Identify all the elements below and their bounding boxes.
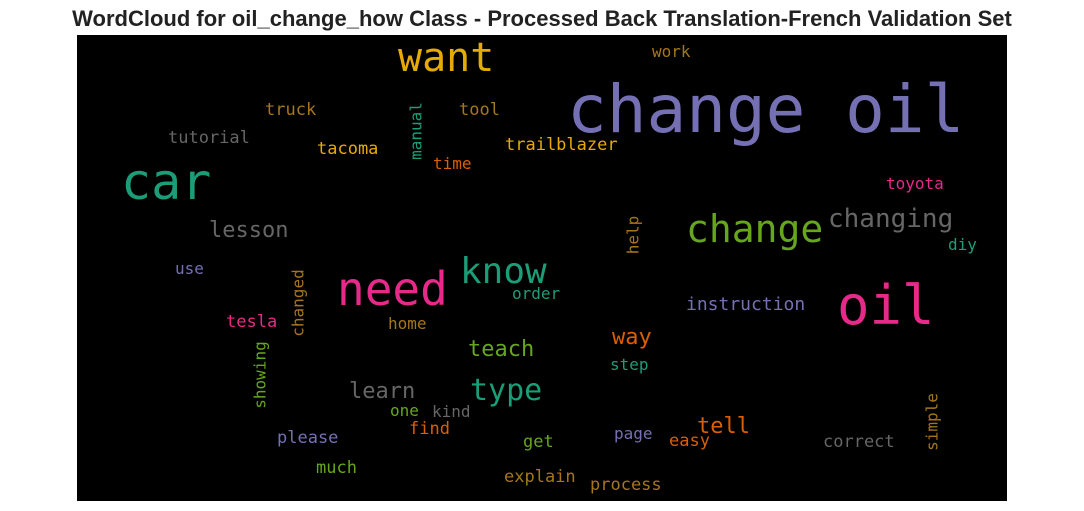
- chart-title: WordCloud for oil_change_how Class - Pro…: [72, 6, 1012, 31]
- word-please: please: [277, 428, 338, 448]
- word-toyota: toyota: [886, 174, 944, 193]
- word-time: time: [433, 154, 472, 173]
- word-easy: easy: [669, 431, 710, 451]
- word-showing: showing: [251, 341, 270, 408]
- word-manual: manual: [407, 102, 426, 160]
- word-tacoma: tacoma: [317, 139, 378, 159]
- word-trailblazer: trailblazer: [505, 135, 618, 155]
- wordcloud-canvas: change oil oil car need want change know type ch…: [77, 35, 1007, 501]
- word-change-oil: change oil: [567, 71, 964, 148]
- word-diy: diy: [948, 235, 977, 254]
- word-changing: changing: [828, 204, 953, 234]
- word-tutorial: tutorial: [168, 128, 250, 148]
- word-order: order: [512, 284, 561, 303]
- word-teach: teach: [468, 337, 534, 362]
- word-instruction: instruction: [686, 294, 805, 315]
- word-changed: changed: [289, 269, 308, 336]
- word-way: way: [612, 325, 652, 350]
- word-kind: kind: [432, 402, 471, 421]
- word-tool: tool: [459, 100, 500, 120]
- word-step: step: [610, 355, 649, 374]
- word-simple: simple: [923, 393, 942, 451]
- word-find: find: [409, 419, 450, 439]
- word-tell: tell: [697, 414, 750, 439]
- word-oil: oil: [837, 274, 935, 337]
- wordcloud-svg: change oil oil car need want change know type ch…: [121, 35, 977, 495]
- word-use: use: [175, 259, 204, 278]
- word-explain: explain: [504, 467, 576, 487]
- word-want: want: [398, 35, 494, 81]
- word-lesson: lesson: [209, 218, 288, 243]
- word-truck: truck: [265, 100, 316, 120]
- word-one: one: [390, 401, 419, 420]
- word-get: get: [523, 432, 554, 452]
- word-learn: learn: [349, 379, 415, 404]
- word-car: car: [121, 153, 211, 211]
- word-need: need: [337, 262, 448, 316]
- word-much: much: [316, 458, 357, 478]
- word-help: help: [624, 216, 643, 255]
- word-page: page: [614, 424, 653, 443]
- word-know: know: [460, 251, 547, 292]
- word-home: home: [388, 314, 427, 333]
- word-type: type: [470, 373, 542, 408]
- word-tesla: tesla: [226, 312, 277, 332]
- word-change: change: [686, 207, 823, 251]
- word-correct: correct: [823, 432, 895, 452]
- word-work: work: [652, 42, 691, 61]
- word-process: process: [590, 475, 662, 495]
